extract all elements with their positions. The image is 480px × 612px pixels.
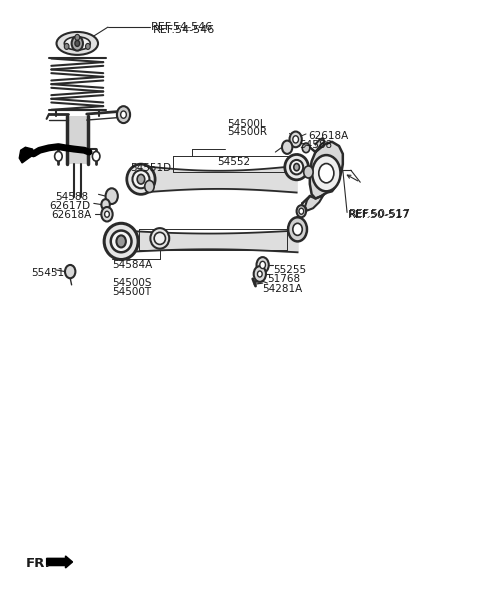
Circle shape	[117, 106, 130, 123]
Text: 54588: 54588	[299, 140, 332, 151]
Circle shape	[75, 40, 80, 47]
Circle shape	[101, 199, 110, 210]
Text: FR.: FR.	[25, 557, 50, 570]
Text: 54551D: 54551D	[130, 163, 171, 173]
Polygon shape	[315, 138, 325, 152]
Circle shape	[65, 265, 75, 278]
Circle shape	[85, 43, 90, 50]
Bar	[67, 116, 88, 164]
Ellipse shape	[285, 154, 308, 180]
Ellipse shape	[290, 160, 303, 174]
Circle shape	[92, 151, 100, 161]
Circle shape	[75, 34, 80, 40]
Text: 51768: 51768	[267, 274, 300, 284]
Text: REF.50-517: REF.50-517	[348, 211, 409, 220]
Ellipse shape	[64, 37, 90, 50]
Circle shape	[55, 151, 62, 161]
Circle shape	[72, 36, 83, 51]
Circle shape	[304, 166, 313, 178]
Circle shape	[293, 136, 299, 143]
Circle shape	[302, 143, 310, 152]
Text: 54281A: 54281A	[263, 284, 303, 294]
Ellipse shape	[104, 223, 138, 259]
Ellipse shape	[111, 231, 132, 252]
Circle shape	[293, 223, 302, 236]
Ellipse shape	[127, 164, 155, 195]
Circle shape	[253, 266, 266, 282]
Circle shape	[260, 261, 265, 269]
Circle shape	[117, 236, 126, 247]
Polygon shape	[19, 147, 35, 163]
Circle shape	[312, 155, 340, 192]
Circle shape	[145, 181, 154, 193]
Text: 55255: 55255	[273, 265, 306, 275]
Text: 54584A: 54584A	[112, 260, 152, 270]
Circle shape	[299, 208, 304, 214]
Circle shape	[256, 257, 269, 273]
Circle shape	[289, 132, 302, 147]
Text: 54588: 54588	[55, 192, 88, 203]
Polygon shape	[305, 195, 324, 211]
Ellipse shape	[154, 233, 166, 244]
Text: REF.50-517: REF.50-517	[348, 209, 410, 219]
Ellipse shape	[57, 32, 98, 55]
Circle shape	[137, 174, 145, 184]
Circle shape	[105, 211, 109, 217]
Text: 62618A: 62618A	[51, 211, 92, 220]
Circle shape	[120, 111, 126, 118]
Ellipse shape	[132, 170, 149, 188]
Circle shape	[101, 207, 113, 222]
Circle shape	[64, 43, 69, 50]
Circle shape	[257, 271, 262, 277]
Circle shape	[106, 188, 118, 204]
Circle shape	[319, 163, 334, 183]
Text: 54500L: 54500L	[227, 119, 265, 129]
Circle shape	[297, 205, 306, 217]
Text: REF.54-546: REF.54-546	[153, 24, 215, 34]
Circle shape	[294, 163, 300, 171]
Text: 54552: 54552	[217, 157, 251, 167]
Polygon shape	[47, 556, 72, 568]
Text: 55451: 55451	[32, 268, 65, 278]
Ellipse shape	[150, 228, 169, 248]
Text: REF.54-546: REF.54-546	[151, 22, 214, 32]
Text: 54500S: 54500S	[112, 278, 151, 288]
Text: 54500T: 54500T	[112, 286, 151, 296]
Circle shape	[282, 141, 292, 154]
Text: 62618A: 62618A	[308, 131, 348, 141]
Circle shape	[288, 217, 307, 241]
Text: 62617D: 62617D	[49, 201, 90, 211]
Polygon shape	[310, 142, 343, 198]
Text: 54500R: 54500R	[227, 127, 267, 137]
